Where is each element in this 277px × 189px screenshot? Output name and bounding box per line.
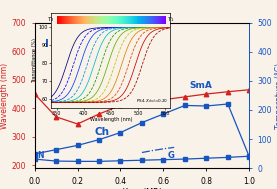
Text: PS4-$X_{chol}$=0.20: PS4-$X_{chol}$=0.20	[136, 97, 168, 105]
Text: $T_2$: $T_2$	[47, 15, 55, 24]
Text: G: G	[168, 151, 175, 160]
Text: I: I	[45, 39, 49, 49]
X-axis label: Wavelength (nm): Wavelength (nm)	[89, 117, 132, 122]
Y-axis label: Transmittance (%): Transmittance (%)	[32, 38, 37, 83]
X-axis label: $X_{\mathrm{chol}}$ (MR): $X_{\mathrm{chol}}$ (MR)	[121, 187, 163, 189]
Text: Ch: Ch	[95, 127, 110, 137]
Y-axis label: Wavelength (nm): Wavelength (nm)	[0, 62, 9, 129]
Text: $T_1$: $T_1$	[167, 15, 175, 24]
Y-axis label: Temperature (°C): Temperature (°C)	[275, 62, 277, 129]
Text: SmA: SmA	[189, 81, 212, 90]
Text: N: N	[37, 151, 43, 160]
